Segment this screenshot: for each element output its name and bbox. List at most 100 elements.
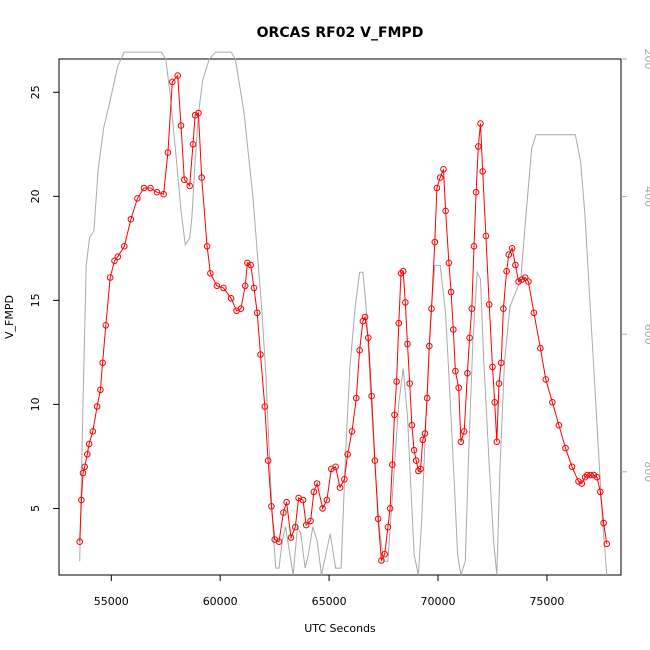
data-point <box>460 428 468 435</box>
data-point <box>457 438 465 446</box>
data-point <box>386 505 394 512</box>
y-tick-label: 25 <box>29 85 42 99</box>
data-point <box>287 534 295 541</box>
data-point <box>195 109 202 117</box>
data-point <box>395 319 403 327</box>
data-point <box>244 259 251 267</box>
data-point <box>114 253 122 261</box>
data-point <box>503 267 510 275</box>
data-point <box>593 473 601 481</box>
data-point <box>213 282 221 290</box>
data-point <box>468 305 476 313</box>
data-point <box>280 509 287 516</box>
data-point <box>482 232 490 240</box>
data-point <box>419 436 427 444</box>
data-point <box>292 523 299 531</box>
x-axis: 55000 60000 65000 70000 75000 <box>94 575 564 608</box>
data-point <box>78 496 85 504</box>
data-point <box>147 184 154 192</box>
data-point <box>121 243 128 250</box>
data-point <box>368 392 375 400</box>
data-point <box>393 378 400 385</box>
data-point <box>313 480 321 487</box>
data-point <box>428 305 435 313</box>
data-point <box>399 267 407 275</box>
right-tick-label: 200 <box>642 49 650 70</box>
data-point <box>489 363 496 371</box>
data-point <box>378 557 385 564</box>
data-point <box>397 270 405 277</box>
data-point <box>237 305 245 313</box>
data-point <box>497 359 505 367</box>
data-point <box>508 245 516 252</box>
data-point <box>391 411 398 419</box>
data-point <box>423 394 431 402</box>
data-point <box>491 399 499 406</box>
data-point <box>84 451 91 458</box>
data-point <box>410 446 418 454</box>
data-point <box>421 430 429 437</box>
data-point <box>241 282 249 290</box>
data-point <box>436 174 444 181</box>
data-point <box>583 471 591 479</box>
data-point <box>472 188 480 196</box>
data-point <box>521 274 529 281</box>
data-point <box>203 243 211 250</box>
data-point <box>447 288 455 296</box>
data-point <box>76 538 83 546</box>
data-point <box>81 463 88 471</box>
data-point <box>475 143 482 150</box>
data-point <box>374 515 382 523</box>
data-point <box>555 421 563 429</box>
data-point <box>365 334 372 342</box>
pressure-line <box>79 51 608 576</box>
data-point <box>356 347 363 354</box>
data-point <box>79 469 87 477</box>
data-point <box>310 488 318 496</box>
data-point <box>402 299 409 306</box>
data-point <box>371 457 379 464</box>
data-point <box>431 238 439 246</box>
data-point <box>597 488 604 496</box>
data-point <box>250 284 258 292</box>
data-point <box>440 166 447 173</box>
y-axis-label: V_FMPD <box>3 295 16 339</box>
data-point <box>389 461 396 469</box>
data-point <box>445 259 453 267</box>
data-point <box>253 309 261 317</box>
data-point <box>127 215 135 223</box>
data-point <box>283 498 290 506</box>
x-tick-label: 70000 <box>421 595 456 608</box>
data-point <box>361 313 369 321</box>
data-point <box>408 421 416 429</box>
data-point <box>477 120 484 127</box>
data-point <box>177 122 185 129</box>
data-point <box>307 517 314 525</box>
data-point <box>455 384 463 392</box>
data-point <box>207 270 214 277</box>
data-point <box>106 274 114 281</box>
data-point <box>485 301 493 308</box>
data-point <box>470 243 478 250</box>
y-tick-label: 15 <box>29 293 42 307</box>
chart-title: ORCAS RF02 V_FMPD <box>257 25 424 41</box>
data-point <box>417 465 424 473</box>
x-axis-label: UTC Seconds <box>304 622 376 635</box>
data-point <box>247 261 254 269</box>
data-point <box>493 438 501 446</box>
y-tick-label: 20 <box>29 189 42 203</box>
data-point <box>336 484 344 491</box>
data-point <box>512 261 519 269</box>
data-point <box>578 480 586 487</box>
data-point <box>505 251 513 258</box>
data-point <box>181 176 188 183</box>
y-tick-label: 10 <box>29 397 42 411</box>
data-point <box>404 340 411 348</box>
data-point <box>198 174 205 181</box>
data-point <box>530 309 538 317</box>
data-point <box>153 188 161 196</box>
data-point <box>89 428 97 435</box>
data-point <box>344 451 351 458</box>
right-tick-label: 400 <box>642 186 650 207</box>
data-point <box>500 305 507 313</box>
